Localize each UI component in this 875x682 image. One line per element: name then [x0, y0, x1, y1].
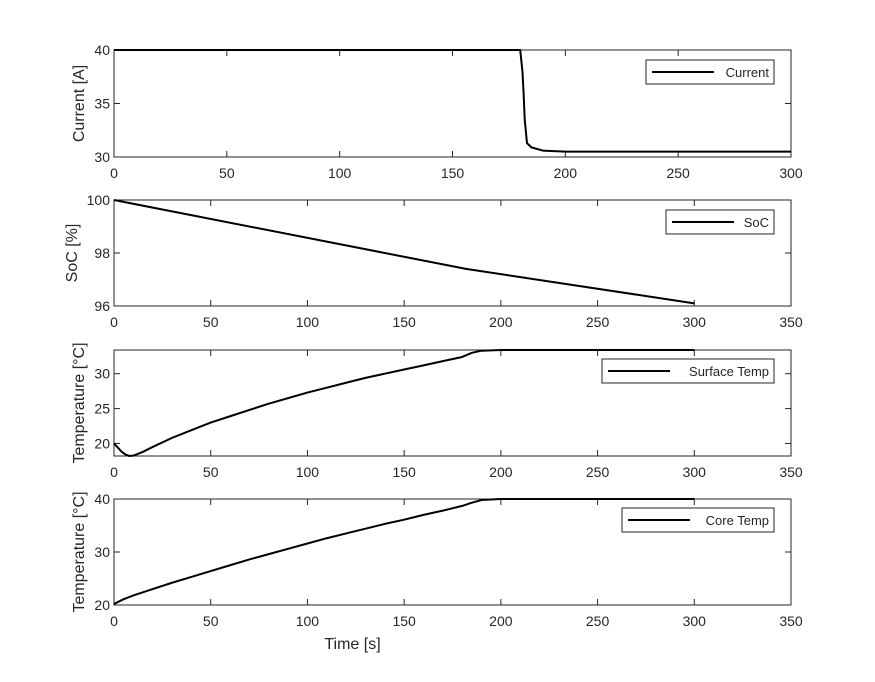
- x-tick-label: 0: [110, 464, 118, 480]
- x-tick-label: 300: [779, 165, 803, 181]
- legend-label: Current: [726, 65, 770, 80]
- x-tick-label: 100: [296, 464, 320, 480]
- y-tick-label: 20: [94, 597, 110, 613]
- x-tick-label: 200: [554, 165, 578, 181]
- x-tick-label: 200: [489, 464, 513, 480]
- legend-label: SoC: [744, 215, 769, 230]
- y-tick-label: 20: [94, 435, 110, 451]
- y-axis-label: Current [A]: [71, 65, 88, 142]
- x-tick-label: 150: [441, 165, 465, 181]
- subplot-1: 0 50 100 150 200 250 300 30 35 40 Current [A] Curre…: [71, 42, 803, 181]
- x-tick-label: 100: [328, 165, 352, 181]
- x-tick-label: 350: [779, 314, 803, 330]
- y-axis-label: Temperature [°C]: [71, 342, 88, 463]
- x-tick-label: 50: [219, 165, 235, 181]
- x-tick-label: 300: [683, 314, 707, 330]
- y-tick-label: 100: [87, 192, 111, 208]
- series-line-current: [114, 49, 791, 153]
- subplot-4: 0 50 100 150 200 250 300 350 20 30 40 Temperature […: [71, 491, 803, 653]
- legend-label: Core Temp: [706, 513, 769, 528]
- y-tick-label: 40: [94, 491, 110, 507]
- y-tick-label: 25: [94, 401, 110, 417]
- y-tick-label: 30: [94, 366, 110, 382]
- x-tick-label: 350: [779, 613, 803, 629]
- x-tick-label: 0: [110, 165, 118, 181]
- x-tick-label: 50: [203, 314, 219, 330]
- y-tick-label: 98: [94, 245, 110, 261]
- subplot-3: 0 50 100 150 200 250 300 350 20 25 30 Temperature […: [71, 342, 803, 480]
- series-line-surface-temp: [113, 349, 695, 457]
- subplot-2: 0 50 100 150 200 250 300 350 96 98 100 SoC [%] SoC: [64, 192, 803, 330]
- x-tick-label: 0: [110, 613, 118, 629]
- y-tick-label: 30: [94, 544, 110, 560]
- y-axis-label: SoC [%]: [64, 224, 81, 283]
- x-tick-label: 250: [586, 314, 610, 330]
- legend: Current: [645, 59, 775, 85]
- legend: Surface Temp: [601, 358, 775, 384]
- x-tick-label: 150: [392, 613, 416, 629]
- x-tick-label: 250: [666, 165, 690, 181]
- y-tick-label: 35: [94, 96, 110, 112]
- x-tick-label: 50: [203, 613, 219, 629]
- y-tick-label: 96: [94, 298, 110, 314]
- legend-label: Surface Temp: [689, 364, 769, 379]
- x-tick-label: 250: [586, 613, 610, 629]
- y-axis-label: Temperature [°C]: [71, 491, 88, 612]
- legend: SoC: [665, 209, 775, 235]
- legend: Core Temp: [621, 507, 775, 533]
- x-tick-label: 200: [489, 314, 513, 330]
- x-axis-label: Time [s]: [324, 636, 380, 653]
- x-tick-label: 200: [489, 613, 513, 629]
- x-tick-label: 100: [296, 613, 320, 629]
- x-tick-label: 0: [110, 314, 118, 330]
- x-tick-label: 300: [683, 464, 707, 480]
- series-line-core-temp: [113, 498, 695, 605]
- series-line-soc: [113, 199, 695, 305]
- x-tick-label: 50: [203, 464, 219, 480]
- x-tick-label: 350: [779, 464, 803, 480]
- x-tick-label: 150: [392, 314, 416, 330]
- x-tick-label: 100: [296, 314, 320, 330]
- x-tick-label: 300: [683, 613, 707, 629]
- x-tick-label: 150: [392, 464, 416, 480]
- y-tick-label: 30: [94, 149, 110, 165]
- x-tick-label: 250: [586, 464, 610, 480]
- y-tick-label: 40: [94, 42, 110, 58]
